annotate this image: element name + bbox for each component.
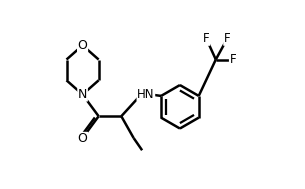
- Text: HN: HN: [137, 88, 155, 101]
- Text: F: F: [224, 32, 231, 45]
- Text: F: F: [229, 53, 236, 66]
- Text: O: O: [78, 39, 88, 52]
- Text: O: O: [78, 132, 88, 145]
- Text: F: F: [203, 32, 210, 45]
- Text: N: N: [78, 88, 87, 101]
